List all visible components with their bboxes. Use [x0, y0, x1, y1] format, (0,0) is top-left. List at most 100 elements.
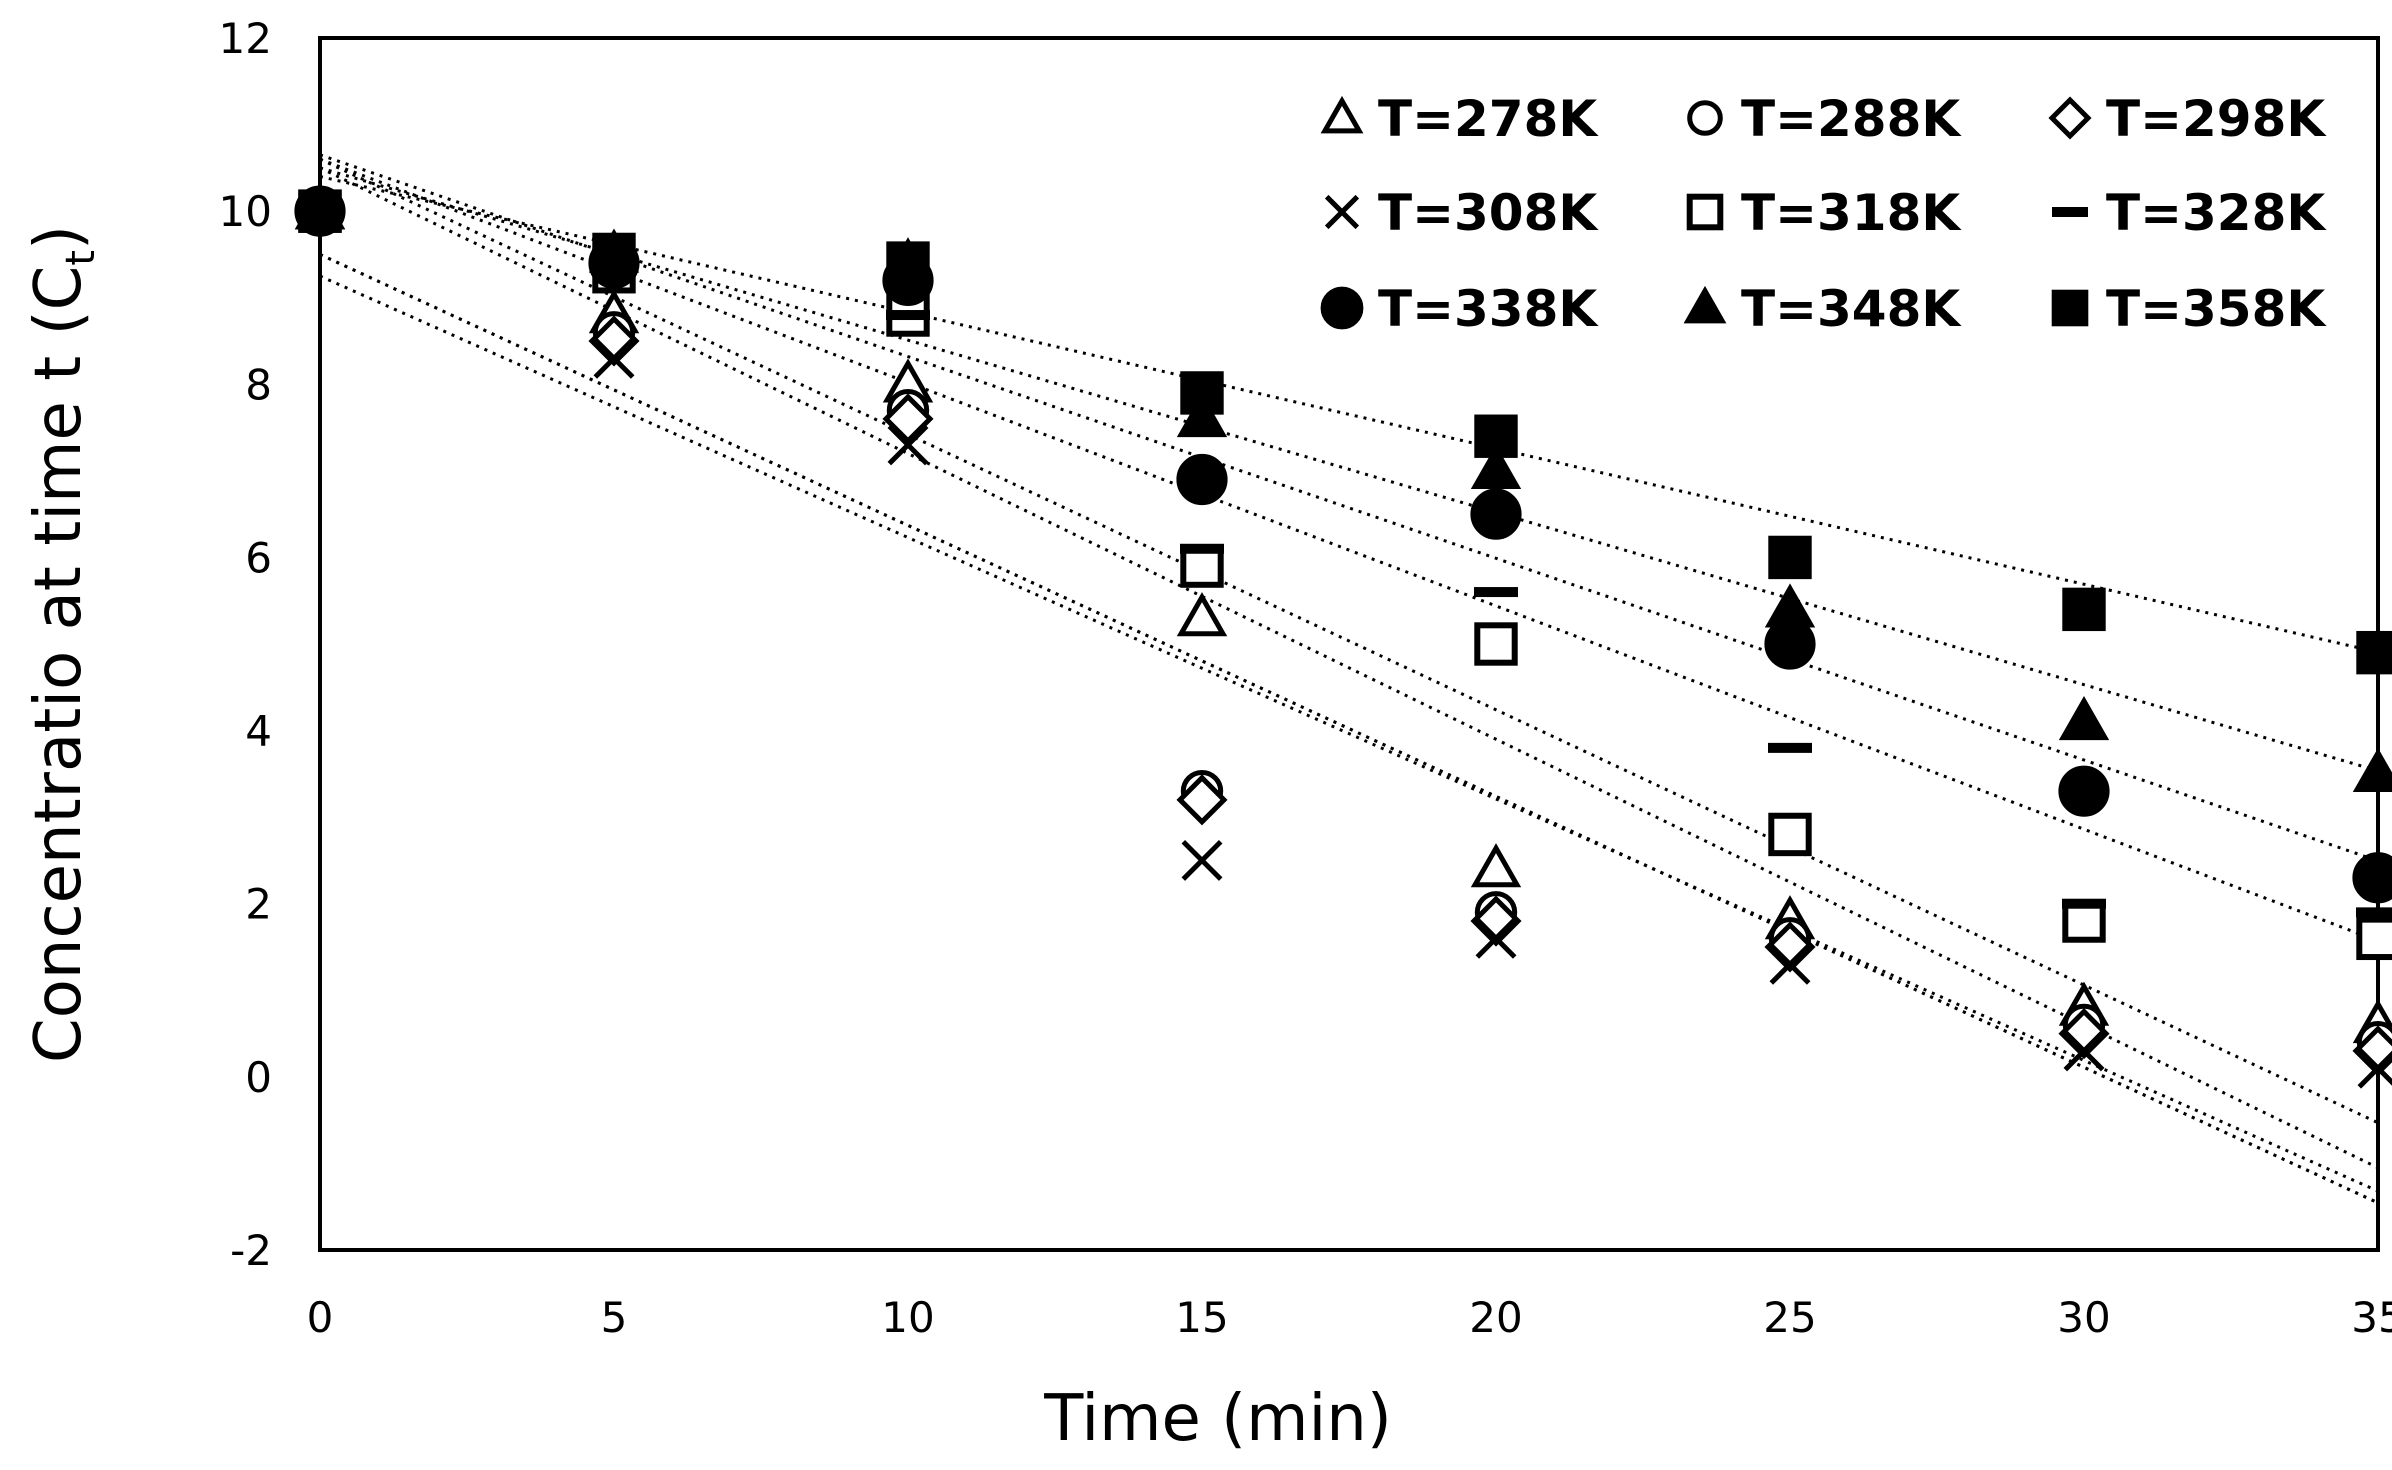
- legend-marker: [2051, 289, 2089, 327]
- data-point: [1470, 488, 1522, 540]
- data-point: [298, 189, 342, 233]
- legend-item: T=338K: [1320, 280, 1599, 338]
- x-tick-label: 0: [307, 1293, 334, 1342]
- y-axis-title-main: Concentratio at time t (C: [22, 266, 96, 1063]
- data-point: [2357, 1047, 2392, 1089]
- x-tick-label: 20: [1469, 1293, 1522, 1342]
- data-point: [2356, 916, 2392, 961]
- legend-item: T=298K: [2048, 90, 2327, 148]
- trend-line: [319, 166, 2379, 773]
- x-tick-label: 30: [2057, 1293, 2110, 1342]
- y-tick-label: 6: [245, 533, 272, 582]
- legend-marker: [1686, 193, 1724, 231]
- legend-marker: [1683, 285, 1727, 324]
- data-point: [886, 310, 930, 321]
- data-point: [1470, 843, 1522, 888]
- legend-marker: [1320, 286, 1364, 330]
- data-point: [592, 232, 636, 277]
- data-point: [2062, 587, 2106, 632]
- data-point: [1475, 917, 1517, 959]
- data-point: [1176, 392, 1228, 438]
- x-tick-label: 10: [881, 1293, 934, 1342]
- data-point: [2062, 898, 2106, 909]
- data-point: [1768, 535, 1812, 580]
- data-point: [1474, 414, 1518, 458]
- y-axis-title: Concentratio at time t (Ct): [22, 225, 104, 1063]
- trend-line: [319, 274, 2379, 1193]
- legend-label: T=288K: [1741, 90, 1962, 148]
- data-point: [1764, 921, 1816, 973]
- data-point: [1180, 371, 1224, 415]
- legend-label: T=318K: [1741, 184, 1962, 242]
- data-point: [1768, 742, 1812, 753]
- data-point: [1470, 895, 1522, 947]
- legend-item: T=308K: [1324, 184, 1599, 242]
- trend-line: [319, 175, 2379, 654]
- y-tick-label: 8: [245, 360, 272, 409]
- trend-line: [319, 166, 2379, 1170]
- legend: T=278K T=288K T=298K T=308K T=318K T=328K T=33…: [1320, 90, 2327, 338]
- trend-lines: [319, 153, 2379, 1205]
- trend-line: [319, 153, 2379, 863]
- legend-item: T=348K: [1683, 280, 1962, 338]
- data-point: [1474, 587, 1518, 598]
- legend-label: T=278K: [1378, 90, 1599, 148]
- data-points: [294, 185, 2392, 1089]
- data-point: [886, 241, 930, 285]
- x-tick-label: 5: [601, 1293, 628, 1342]
- data-point: [2063, 1030, 2105, 1072]
- legend-marker: [1324, 194, 1360, 230]
- legend-label: T=308K: [1378, 184, 1599, 242]
- legend-marker: [1687, 100, 1723, 136]
- y-tick-label: 4: [245, 707, 272, 756]
- data-point: [1176, 774, 1228, 826]
- x-tick-label: 15: [1175, 1293, 1228, 1342]
- y-tick-label: 10: [219, 187, 272, 236]
- data-point: [2058, 695, 2110, 741]
- legend-item: T=358K: [2051, 280, 2327, 338]
- legend-marker: [2048, 96, 2092, 140]
- legend-label: T=328K: [2106, 184, 2327, 242]
- data-point: [1470, 444, 1522, 490]
- legend-label: T=358K: [2106, 280, 2327, 338]
- data-point: [593, 337, 635, 379]
- data-point: [1180, 543, 1224, 554]
- legend-marker: [2052, 207, 2088, 217]
- legend-item: T=278K: [1320, 90, 1599, 148]
- data-point: [887, 424, 929, 466]
- y-tick-label: 2: [245, 880, 272, 929]
- legend-label: T=348K: [1741, 280, 1962, 338]
- trend-line: [319, 157, 2379, 1125]
- y-axis-title-subscript: t: [58, 250, 104, 266]
- data-point: [588, 315, 640, 367]
- data-point: [2356, 907, 2392, 918]
- series-t-358k: [298, 189, 2392, 675]
- data-point: [1474, 622, 1518, 666]
- data-point: [1769, 943, 1811, 985]
- y-axis-title-suffix: ): [22, 225, 96, 250]
- legend-item: T=328K: [2052, 184, 2327, 242]
- legend-item: T=318K: [1686, 184, 1962, 242]
- x-tick-label: 35: [2351, 1293, 2392, 1342]
- y-axis-ticks: -2 0 2 4 6 8 10 12: [219, 14, 272, 1275]
- legend-label: T=338K: [1378, 280, 1599, 338]
- data-point: [1176, 592, 1228, 637]
- y-tick-label: 0: [245, 1053, 272, 1102]
- legend-label: T=298K: [2106, 90, 2327, 148]
- data-point: [2356, 630, 2392, 675]
- data-point: [2352, 852, 2392, 904]
- y-tick-label: -2: [230, 1226, 272, 1275]
- x-tick-label: 25: [1763, 1293, 1816, 1342]
- data-point: [2058, 765, 2110, 817]
- data-point: [1768, 812, 1812, 857]
- data-point: [1181, 839, 1223, 881]
- x-axis-title: Time (min): [1043, 1382, 1392, 1456]
- data-point: [1764, 618, 1816, 670]
- legend-item: T=288K: [1687, 90, 1962, 148]
- x-axis-ticks: 0 5 10 15 20 25 30 35: [307, 1293, 2392, 1342]
- data-point: [1764, 583, 1816, 628]
- data-point: [2352, 747, 2392, 793]
- data-point: [2058, 1008, 2110, 1060]
- y-tick-label: 12: [219, 14, 272, 63]
